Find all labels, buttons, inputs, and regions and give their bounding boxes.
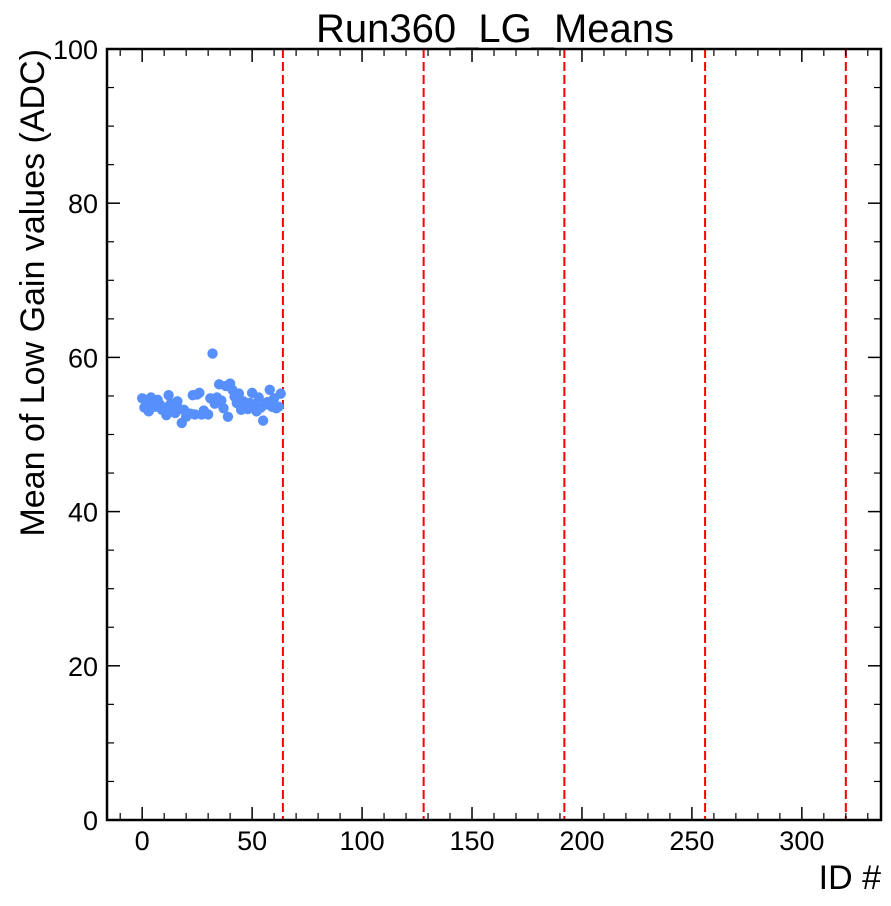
data-point <box>222 411 234 422</box>
y-tick-label: 0 <box>83 806 98 836</box>
x-tick-label: 50 <box>237 826 267 856</box>
data-point <box>257 415 269 426</box>
vertical-lines-layer <box>281 49 847 820</box>
x-tick-label: 200 <box>559 826 604 856</box>
x-tick-label: 100 <box>340 826 385 856</box>
x-axis-label: ID # <box>819 859 881 897</box>
data-point <box>202 409 214 420</box>
x-tick-label: 250 <box>669 826 714 856</box>
y-tick-label: 40 <box>68 498 98 528</box>
ticks-layer <box>107 48 881 821</box>
data-point <box>207 348 218 359</box>
data-point <box>273 401 284 412</box>
y-tick-label: 20 <box>68 652 98 682</box>
x-tick-label: 150 <box>449 826 494 856</box>
data-point <box>275 388 286 399</box>
data-point <box>218 403 229 414</box>
x-tick-label: 0 <box>135 826 150 856</box>
data-point <box>253 392 264 403</box>
y-tick-label: 100 <box>53 35 98 65</box>
chart-title: Run360_LG_Means <box>316 7 674 51</box>
plot-frame <box>105 47 883 822</box>
data-points-layer <box>136 348 286 429</box>
x-tick-label: 300 <box>779 826 824 856</box>
y-tick-label: 80 <box>68 189 98 219</box>
data-point <box>163 389 174 401</box>
data-point <box>194 387 205 399</box>
tick-labels-layer: 0 50 100 150 200 250 300 0 20 40 60 80 100 <box>53 35 824 856</box>
y-axis-label: Mean of Low Gain values (ADC) <box>14 49 52 537</box>
data-point <box>233 388 245 399</box>
y-tick-label: 60 <box>68 343 98 373</box>
data-point <box>264 384 275 395</box>
